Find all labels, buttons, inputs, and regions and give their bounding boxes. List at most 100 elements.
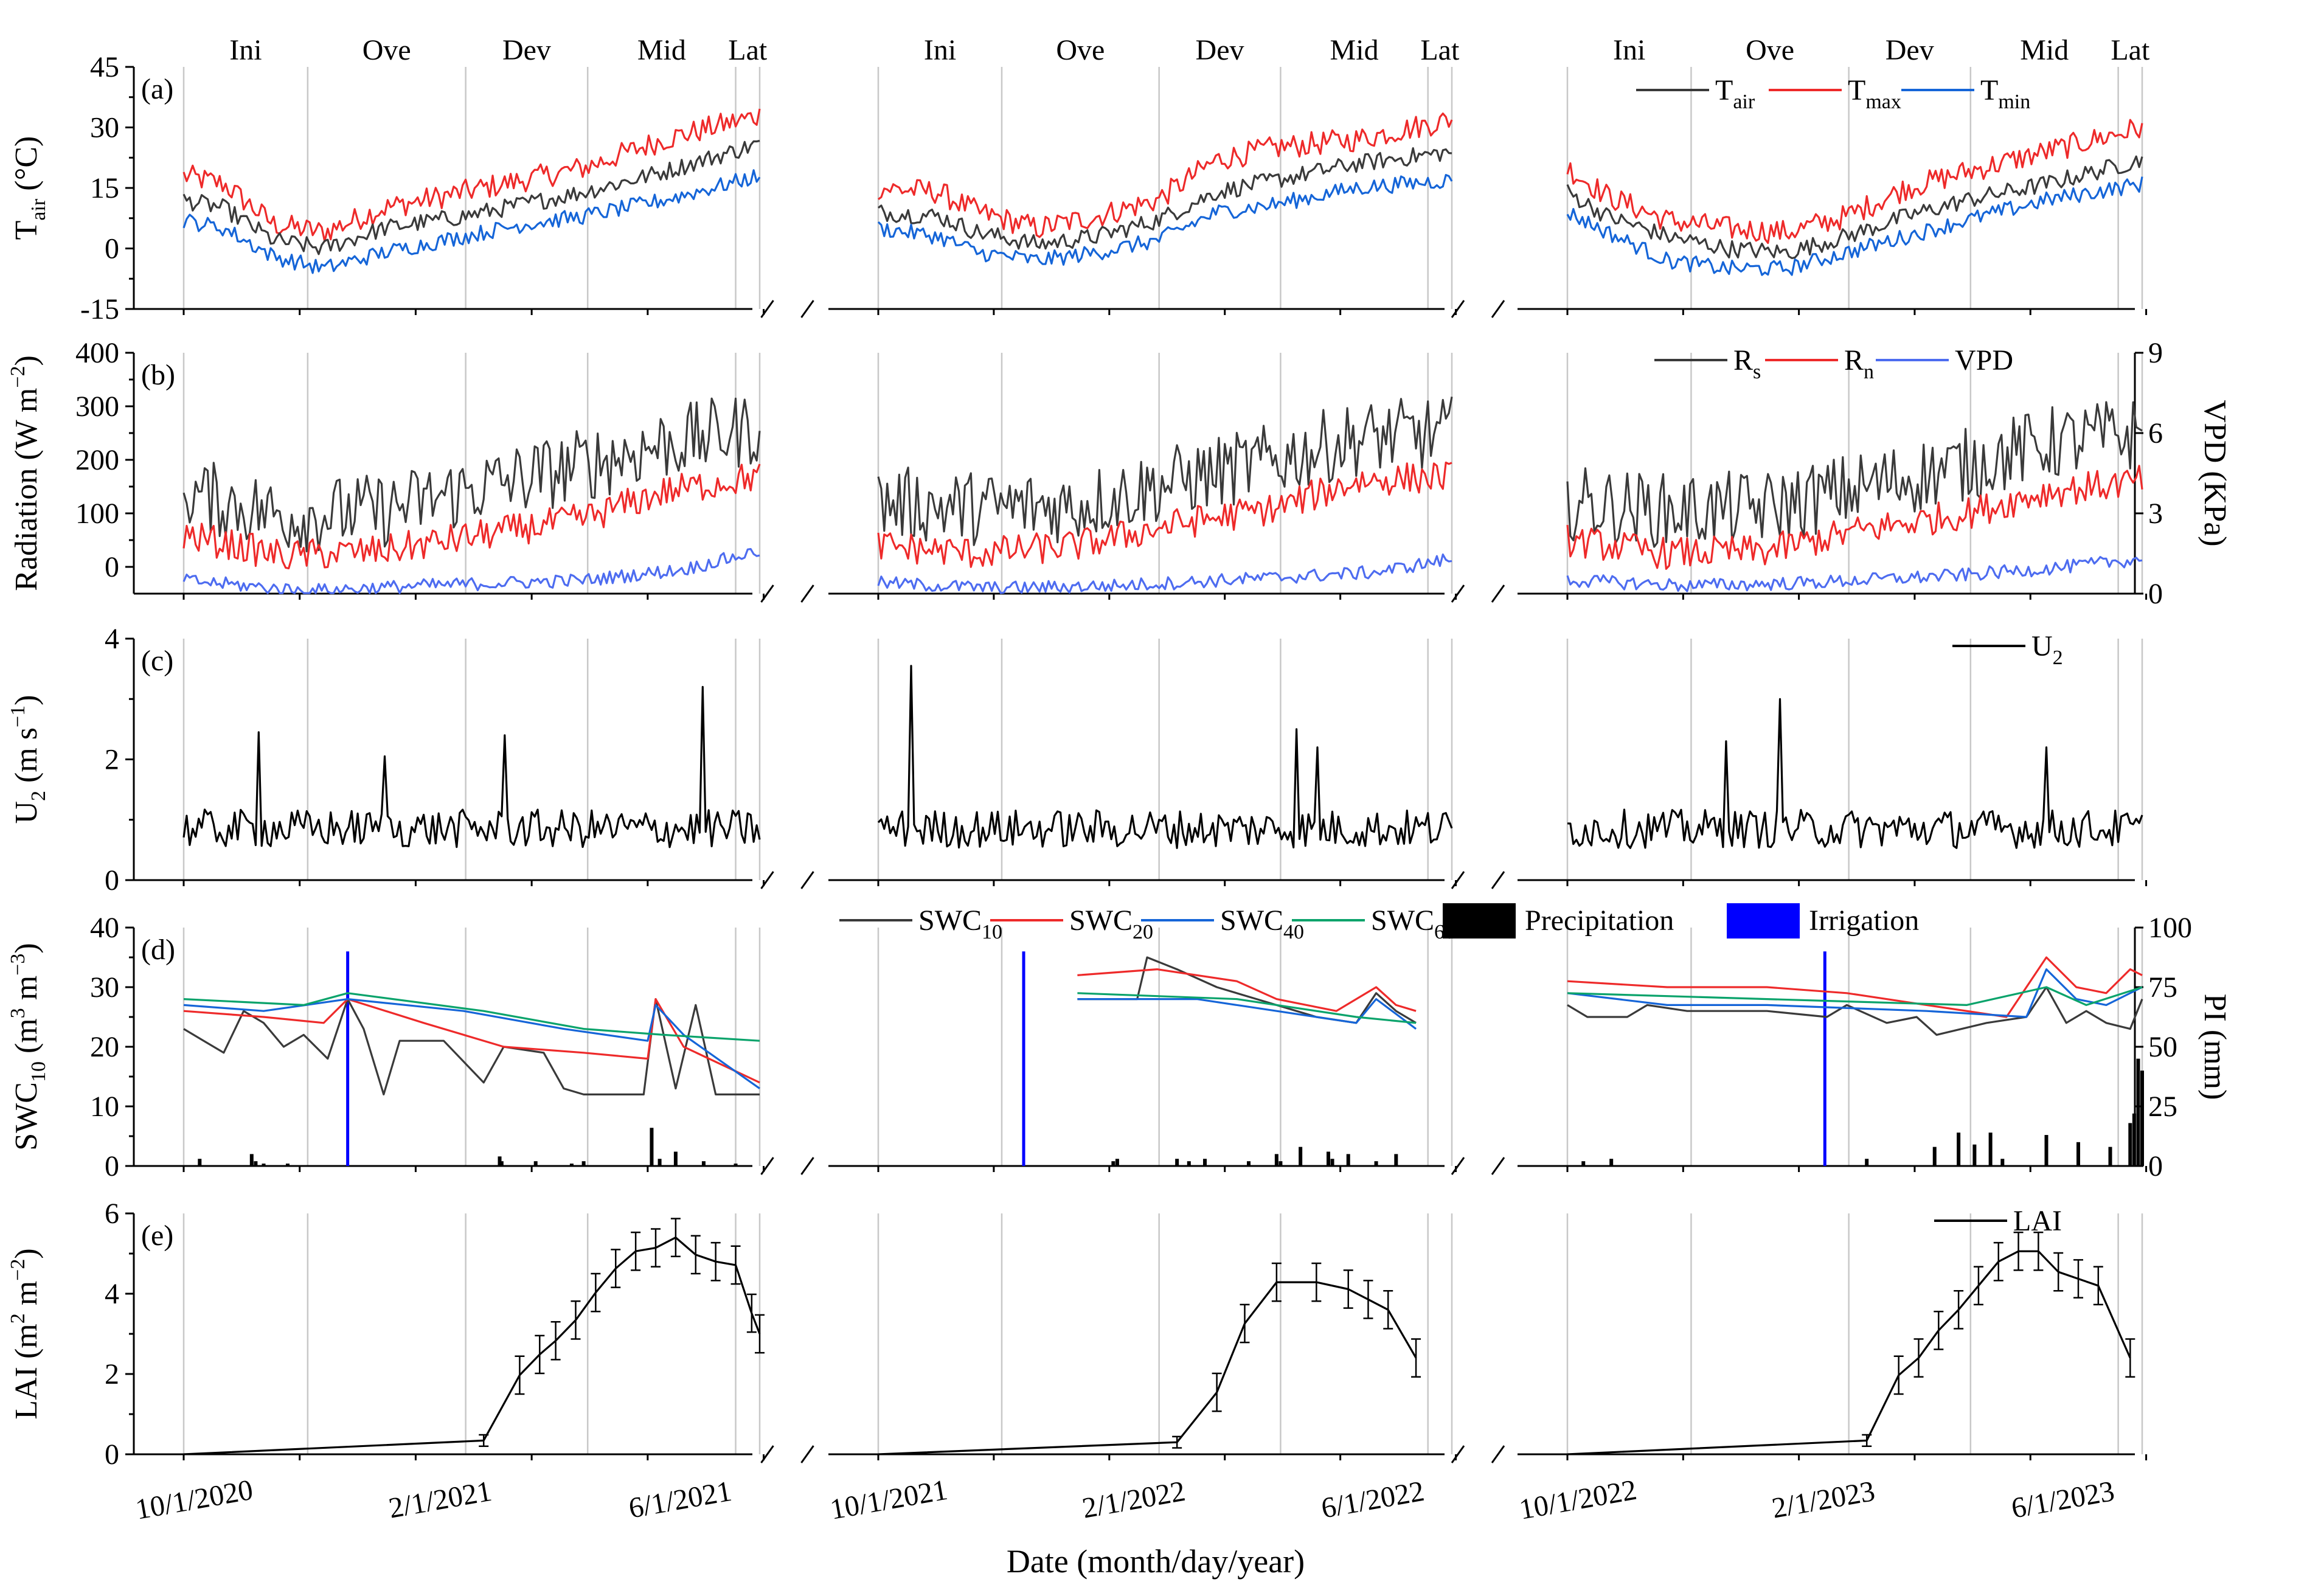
axis-break-mark <box>760 1445 774 1463</box>
y-axis-title: U2 (m s−1) <box>7 695 50 824</box>
y-axis-title-part: (m <box>9 1018 44 1061</box>
y-right-tick-label: 6 <box>2148 417 2163 449</box>
y-tick-label: -15 <box>80 293 119 325</box>
precipitation-bar <box>1346 1154 1350 1166</box>
y-tick-label: 0 <box>105 551 119 583</box>
panel-label: (c) <box>141 645 173 677</box>
stage-label: Dev <box>1196 34 1244 66</box>
y-tick-label: 400 <box>75 337 119 369</box>
precipitation-bar <box>701 1161 706 1166</box>
series-SWC40 <box>1567 968 2143 1018</box>
series-Tair <box>1566 155 2143 259</box>
y-axis-title-part: ) <box>9 1248 44 1258</box>
y-axis-title-part: m <box>9 976 44 1008</box>
axis-break-mark <box>800 1445 814 1463</box>
y-axis-title-part: 2 <box>27 791 50 801</box>
precipitation-bar <box>1278 1161 1283 1166</box>
precipitation-bar <box>673 1151 678 1166</box>
legend-label: VPD <box>1955 344 2013 376</box>
series-Rn <box>1566 465 2143 570</box>
legend-label: LAI <box>2013 1205 2062 1237</box>
y-tick-label: 6 <box>105 1198 119 1230</box>
y-tick-label: 4 <box>105 1278 119 1310</box>
y-axis-title-part: Radiation (W m <box>9 388 44 591</box>
legend-label-sub: n <box>1864 361 1874 383</box>
y-tick-label: 4 <box>105 623 119 655</box>
legend-swatch <box>1443 903 1516 939</box>
y-tick-label: 0 <box>105 864 119 897</box>
legend-label-name: T <box>1715 74 1733 106</box>
series-VPD <box>877 553 1452 594</box>
y-axis-title-part: (m s <box>9 727 44 791</box>
y-tick-label: 2 <box>105 1358 119 1390</box>
y-right-tick-label: 25 <box>2148 1091 2177 1123</box>
legend-label-sub: 20 <box>1133 921 1153 943</box>
panel-b: 0 100 200 300 400 0 3 6 9 VPD (KPa) (b) Radiation (… <box>7 337 2232 610</box>
precipitation-bar <box>1374 1161 1378 1166</box>
y-axis-title-part: −3 <box>7 954 29 976</box>
series-Tmin <box>877 174 1453 266</box>
y-tick-label: 2 <box>105 744 119 776</box>
series-SWC10 <box>1567 986 2143 1036</box>
stage-label: Dev <box>502 34 551 66</box>
precipitation-bar <box>2140 1070 2144 1166</box>
panel-label: (e) <box>141 1220 173 1252</box>
axis-break-mark <box>760 300 774 318</box>
x-tick-label: 6/1/2022 <box>1319 1475 1426 1525</box>
precipitation-bar <box>657 1159 662 1166</box>
y-axis-title: Tair (°C) <box>9 136 50 240</box>
axis-break-mark <box>800 585 814 603</box>
panel-label: (d) <box>141 934 175 966</box>
series-Tmin <box>1566 176 2143 276</box>
legend-label-sub: max <box>1865 91 1901 113</box>
series-Rn <box>182 463 761 570</box>
legend-label-sub: s <box>1753 361 1761 383</box>
legend-label: Precipitation <box>1525 904 1674 937</box>
series-VPD <box>1566 556 2143 592</box>
axis-break-mark <box>760 585 774 603</box>
x-tick-label: 6/1/2023 <box>2009 1475 2117 1525</box>
series-LAI <box>1567 1250 2131 1455</box>
y-tick-label: 30 <box>90 971 119 1004</box>
stage-label: Dev <box>1885 34 1934 66</box>
legend-label-sub: 40 <box>1283 921 1304 943</box>
y-axis-title-part: ) <box>9 695 44 705</box>
axis-break-mark <box>1491 1157 1505 1175</box>
y-right-tick-label: 0 <box>2148 1150 2163 1182</box>
legend-label: SWC20 <box>1069 904 1153 943</box>
legend-label-name: SWC <box>918 904 982 937</box>
precipitation-bar <box>1115 1159 1119 1166</box>
precipitation-bar <box>2132 1113 2136 1166</box>
legend-label: Tair <box>1715 74 1755 113</box>
y-right-tick-label: 75 <box>2148 971 2177 1004</box>
x-tick-label: 10/1/2021 <box>828 1474 950 1526</box>
x-tick-label: 2/1/2023 <box>1769 1475 1877 1525</box>
precipitation-bar <box>581 1161 586 1166</box>
x-tick-label: 2/1/2021 <box>386 1475 494 1525</box>
stage-label: Ini <box>229 34 262 66</box>
legend-label-name: U <box>2031 630 2053 662</box>
precipitation-bar <box>1609 1159 1614 1166</box>
y-axis-title: LAI (m2 m−2) <box>7 1248 44 1419</box>
series-Tair <box>878 147 1452 250</box>
legend-label-sub: 2 <box>2053 647 2063 669</box>
precipitation-bar <box>254 1161 258 1166</box>
x-tick-label: 10/1/2020 <box>133 1474 255 1526</box>
precipitation-bar <box>2000 1159 2005 1166</box>
precipitation-bar <box>262 1164 266 1166</box>
precipitation-bar <box>1865 1159 1869 1166</box>
axis-break-mark <box>1491 300 1505 318</box>
y-axis-title-part: air <box>27 198 50 221</box>
y-axis-title-part: LAI (m <box>9 1324 44 1419</box>
stage-header: Ini Ove Dev Mid Lat Ini Ove Dev Mid Lat Ini Ove Dev M… <box>229 34 2150 66</box>
axis-break-mark <box>800 300 814 318</box>
stage-label: Ove <box>1056 34 1105 66</box>
legend-label: Tmax <box>1848 74 1901 113</box>
legend-label-name: T <box>1980 74 1998 106</box>
y-tick-label: 20 <box>90 1031 119 1063</box>
y-right-tick-label: 0 <box>2148 578 2163 610</box>
y-axis-right-title: VPD (KPa) <box>2198 400 2232 546</box>
y-axis-title-part: ) <box>9 355 44 366</box>
series-SWC10 <box>1077 956 1417 1024</box>
